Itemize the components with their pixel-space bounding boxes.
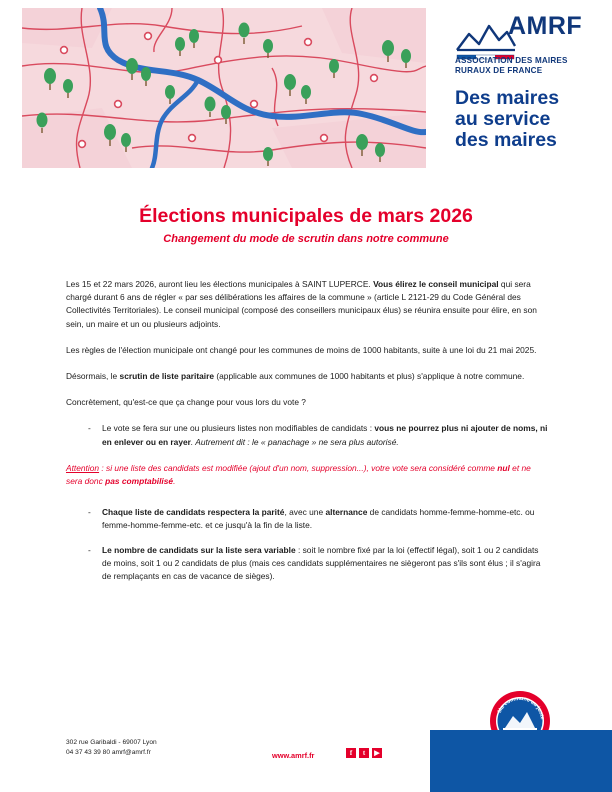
bullet-parite-bold: Chaque liste de candidats respectera la … [102, 507, 285, 518]
amrf-acronym: AMRF [508, 12, 583, 40]
attention-label: Attention [66, 462, 100, 473]
list-item: Chaque liste de candidats respectera la … [88, 506, 548, 532]
attention-bold-comptabilise: pas comptabilisé [105, 476, 174, 487]
amrf-logo-svg [456, 24, 517, 60]
footer-website-link[interactable]: www.amrf.fr [272, 751, 315, 760]
youtube-icon[interactable]: ▶ [372, 748, 382, 758]
paragraph-scrutin-bold: scrutin de liste paritaire [119, 371, 215, 382]
bullet-top-bold: vous ne pourrez plus ni ajouter de noms,… [102, 423, 548, 447]
footer-address: 302 rue Garibaldi - 69007 Lyon 04 37 43 … [66, 738, 157, 758]
bullet-top-part-2: . Autrement dit : le « panachage » ne se… [190, 436, 399, 447]
paragraph-intro: Les 15 et 22 mars 2026, auront lieu les … [66, 278, 548, 331]
tree-cluster [36, 22, 411, 166]
footer-social-links: f t ▶ [346, 748, 382, 758]
facebook-icon[interactable]: f [346, 748, 356, 758]
attention-part-3: . [173, 476, 176, 487]
footer-address-line-1: 302 rue Garibaldi - 69007 Lyon [66, 739, 157, 746]
list-item: Le vote se fera sur une ou plusieurs lis… [88, 422, 548, 448]
map-svg [22, 8, 426, 168]
page-title: Élections municipales de mars 2026 [139, 205, 473, 227]
bullet-list-top: Le vote se fera sur une ou plusieurs lis… [66, 422, 548, 448]
bullet-nombre-bold: Le nombre de candidats sur la liste sera… [102, 544, 296, 555]
paragraph-rules: Les règles de l'élection municipale ont … [66, 344, 537, 355]
attention-bold-nul: nul [497, 462, 510, 473]
paragraph-scrutin-part-2: (applicable aux communes de 1000 habitan… [214, 371, 525, 382]
amrf-logo-mark [455, 10, 595, 82]
paragraph-scrutin: Désormais, le scrutin de liste paritaire… [66, 370, 548, 383]
page-footer: 302 rue Garibaldi - 69007 Lyon 04 37 43 … [0, 724, 612, 792]
page-subtitle: Changement du mode de scrutin dans notre… [163, 233, 449, 245]
bullet-parite-part-1: , avec une [284, 507, 326, 518]
bullet-parite-bold-alternance: alternance [325, 507, 368, 518]
bullet-list-bottom: Chaque liste de candidats respectera la … [66, 506, 548, 583]
paragraph-scrutin-part-1: Désormais, le [66, 371, 120, 382]
attention-part-1: : si une liste des candidats est modifié… [99, 462, 498, 473]
header-map-illustration [22, 8, 426, 168]
paragraph-intro-part-1: Les 15 et 22 mars 2026, auront lieu les … [66, 279, 374, 289]
amrf-slogan-line-2: au service [455, 108, 551, 130]
footer-address-line-2: 04 37 43 39 80 amrf@amrf.fr [66, 749, 151, 756]
attention-part-2: et ne sera donc [66, 462, 531, 487]
bullet-top-part-1: Le vote se fera sur une ou plusieurs lis… [102, 423, 375, 434]
bullet-nombre-part-1: : soit le nombre fixé par la loi (effect… [102, 544, 541, 582]
paragraph-intro-bold: Vous élirez le conseil municipal [373, 279, 499, 289]
amrf-slogan-line-3: des maires [455, 129, 557, 151]
bullet-parite-part-2: de candidats homme-femme-homme-etc. ou f… [102, 507, 535, 531]
twitter-icon[interactable]: t [359, 748, 369, 758]
paragraph-intro-part-2: qui sera chargé durant 6 ans de régler «… [66, 279, 537, 329]
page-header: AMRF ASSOCIATION DES MAIRES RURAUX DE FR… [0, 0, 612, 175]
amrf-slogan: Des maires au service des maires [455, 88, 605, 151]
document-body: Les 15 et 22 mars 2026, auront lieu les … [66, 278, 548, 596]
footer-blue-block [430, 730, 612, 792]
amrf-association-line: ASSOCIATION DES MAIRES RURAUX DE FRANCE [455, 56, 568, 75]
list-item: Le nombre de candidats sur la liste sera… [88, 544, 548, 584]
paragraph-question: Concrètement, qu'est-ce que ça change po… [66, 397, 306, 408]
attention-note: Attention : si une liste des candidats e… [66, 462, 548, 488]
amrf-slogan-line-1: Des maires [455, 87, 560, 109]
amrf-association-name: ASSOCIATION DES MAIRES RURAUX DE FRANCE [455, 56, 600, 76]
